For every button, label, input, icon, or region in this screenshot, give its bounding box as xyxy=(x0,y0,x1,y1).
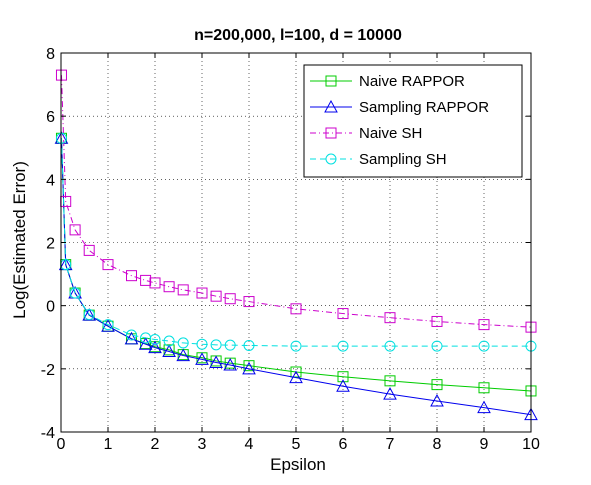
data-point-sampling-sh xyxy=(337,340,349,352)
data-point-naive-sh xyxy=(243,296,255,308)
data-point-sampling-rappor xyxy=(195,352,209,365)
data-point-naive-sh xyxy=(290,303,302,315)
legend-marker-naive-rappor xyxy=(325,75,337,87)
x-axis-label: Epsilon xyxy=(270,455,326,474)
data-point-naive-sh xyxy=(196,287,208,299)
data-point-sampling-rappor xyxy=(148,340,162,354)
data-point-naive-sh xyxy=(337,308,349,320)
x-tick-label: 3 xyxy=(198,436,207,453)
data-point-naive-sh xyxy=(431,315,443,327)
data-point-naive-sh xyxy=(126,270,137,282)
x-tick-label: 5 xyxy=(292,436,301,453)
series-sampling-rappor xyxy=(54,131,538,421)
data-point-naive-sh xyxy=(384,312,396,324)
legend-label-naive-sh: Naive SH xyxy=(359,125,422,142)
series-line-sampling-rappor xyxy=(60,138,532,416)
y-tick-label: 6 xyxy=(46,109,55,126)
y-tick-label: 0 xyxy=(46,299,55,316)
data-point-naive-sh xyxy=(224,293,236,305)
data-point-sampling-sh xyxy=(224,339,236,351)
data-point-naive-sh xyxy=(102,259,114,271)
x-tick-label: 9 xyxy=(480,436,489,453)
data-point-naive-sh xyxy=(210,290,222,302)
data-point-sampling-rappor xyxy=(209,355,223,369)
data-point-sampling-sh xyxy=(431,340,443,352)
data-point-sampling-rappor xyxy=(82,308,97,321)
data-point-sampling-rappor xyxy=(242,361,256,375)
x-tick-label: 8 xyxy=(433,436,442,453)
series-line-naive-sh xyxy=(60,75,532,328)
legend-marker-sampling-sh xyxy=(325,153,337,165)
data-point-sampling-rappor xyxy=(138,337,153,350)
data-point-sampling-sh xyxy=(478,340,490,352)
data-point-sampling-sh xyxy=(210,339,222,351)
x-tick-label: 1 xyxy=(104,436,113,453)
data-point-sampling-sh xyxy=(69,287,81,299)
x-tick-label: 2 xyxy=(151,436,160,453)
data-point-sampling-rappor xyxy=(289,370,303,384)
legend-marker-naive-sh xyxy=(325,127,337,139)
y-tick-label: -4 xyxy=(41,425,55,442)
data-point-sampling-rappor xyxy=(124,331,139,345)
data-point-naive-sh xyxy=(83,244,95,256)
legend-label-naive-rappor: Naive RAPPOR xyxy=(359,73,465,90)
data-point-sampling-rappor xyxy=(162,344,176,357)
data-point-sampling-rappor xyxy=(223,357,238,371)
data-point-sampling-sh xyxy=(149,333,161,345)
data-point-sampling-sh xyxy=(290,340,302,352)
legend-label-sampling-rappor: Sampling RAPPOR xyxy=(359,99,489,116)
data-point-sampling-rappor xyxy=(430,394,444,407)
x-tick-label: 10 xyxy=(522,436,540,453)
legend: Naive RAPPOR Sampling RAPPOR Naive SH Sampl… xyxy=(303,64,523,178)
data-point-naive-rappor xyxy=(243,360,255,372)
x-tick-label: 4 xyxy=(245,436,254,453)
legend-box xyxy=(303,64,523,178)
data-point-sampling-sh xyxy=(102,319,114,331)
data-point-sampling-rappor xyxy=(336,379,350,392)
data-point-sampling-sh xyxy=(126,329,137,341)
data-point-naive-sh xyxy=(478,319,490,331)
chart-title: n=200,000, l=100, d = 10000 xyxy=(194,27,402,44)
data-point-naive-sh xyxy=(140,274,152,286)
data-point-naive-rappor xyxy=(431,379,443,391)
data-point-sampling-rappor xyxy=(477,400,491,414)
y-axis-label: Log(Estimated Error) xyxy=(10,161,29,319)
data-point-sampling-sh xyxy=(243,339,255,351)
legend-marker-sampling-rappor xyxy=(324,99,338,113)
data-point-naive-rappor xyxy=(478,382,490,394)
y-tick-label: 8 xyxy=(46,46,55,63)
data-point-sampling-sh xyxy=(177,337,189,349)
data-point-sampling-rappor xyxy=(383,387,397,400)
data-point-naive-rappor xyxy=(337,371,349,383)
data-point-naive-sh xyxy=(69,224,81,236)
series-line-sampling-sh xyxy=(60,138,531,347)
data-point-naive-sh xyxy=(163,281,175,293)
data-point-sampling-sh xyxy=(83,309,95,321)
data-point-sampling-rappor xyxy=(101,319,115,332)
x-tick-label: 6 xyxy=(339,436,348,453)
y-tick-label: 4 xyxy=(46,172,55,189)
y-tick-label: 2 xyxy=(46,236,55,253)
y-tick-label: -2 xyxy=(41,362,55,379)
legend-label-sampling-sh: Sampling SH xyxy=(359,151,447,168)
data-point-sampling-sh xyxy=(384,340,396,352)
x-tick-label: 0 xyxy=(57,436,66,453)
data-point-sampling-sh xyxy=(163,335,175,347)
data-point-naive-rappor xyxy=(384,375,396,387)
x-tick-label: 7 xyxy=(386,436,395,453)
data-point-naive-rappor xyxy=(290,366,302,378)
data-point-sampling-sh xyxy=(196,338,208,350)
data-point-sampling-rappor xyxy=(176,348,191,362)
data-point-naive-sh xyxy=(149,277,161,289)
data-point-naive-sh xyxy=(177,284,189,296)
axis-ticks: 0 1 2 3 4 5 6 7 8 9 10 -4 -2 0 2 4 6 8 xyxy=(41,46,540,453)
